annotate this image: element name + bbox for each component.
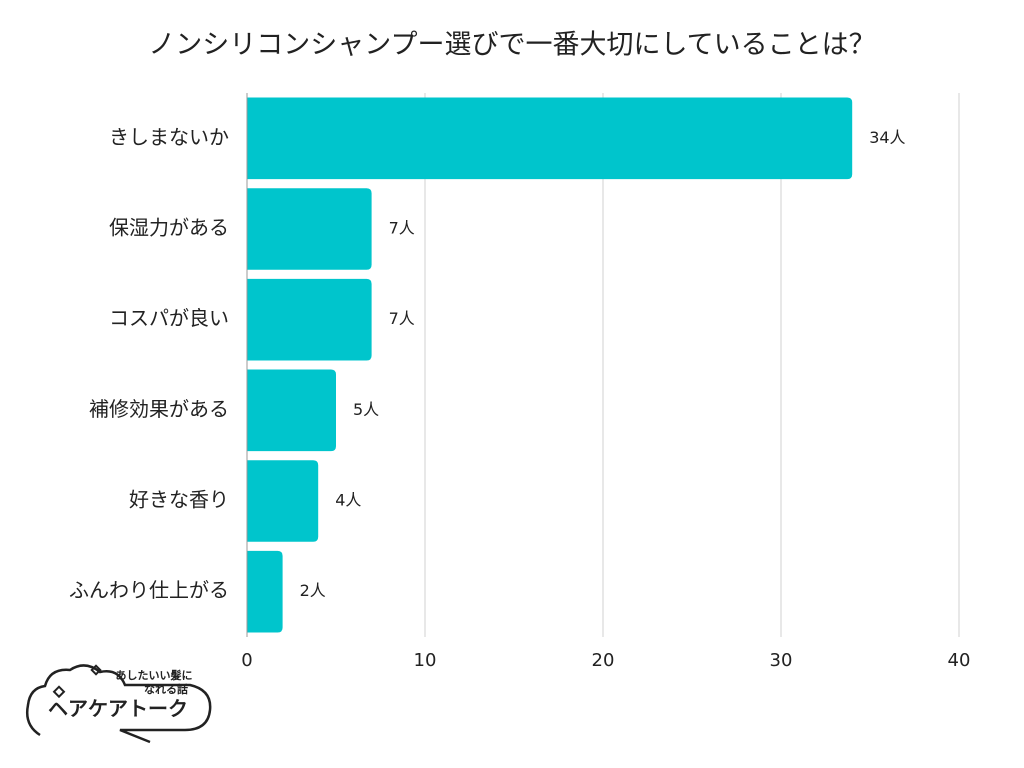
logo-name: ヘアケアトーク (48, 697, 188, 721)
x-tick-label: 10 (414, 650, 437, 671)
y-tick-label: 好きな香り (129, 488, 229, 512)
chart-title: ノンシリコンシャンプー選びで一番大切にしていることは？ (148, 30, 875, 61)
logo-tagline: なれる話 (144, 682, 188, 696)
bar (247, 278, 372, 361)
value-label: 34人 (869, 128, 905, 147)
logo: あしたいい髪に なれる話 ヘアケアトーク (26, 664, 212, 744)
value-label: 2人 (300, 581, 326, 600)
x-tick-label: 20 (592, 650, 615, 671)
y-tick-label: きしまないか (109, 125, 229, 149)
x-tick-label: 0 (241, 650, 252, 671)
y-tick-label: コスパが良い (109, 306, 229, 330)
value-label: 7人 (389, 309, 415, 328)
bar (247, 97, 853, 180)
bar (247, 188, 372, 270)
logo-tagline: あしたいい髪に (116, 668, 193, 682)
x-tick-label: 30 (770, 650, 793, 671)
logo-sparkle (52, 685, 66, 699)
y-tick-label: ふんわり仕上がる (69, 578, 229, 602)
y-tick-label: 保湿力がある (109, 216, 229, 240)
bar (247, 460, 319, 542)
logo-sparkle (90, 664, 102, 676)
value-label: 5人 (353, 400, 379, 419)
value-label: 4人 (335, 491, 361, 510)
value-label: 7人 (389, 219, 415, 238)
bar (247, 369, 336, 452)
y-tick-label: 補修効果がある (89, 397, 229, 421)
logo-outline (26, 664, 212, 744)
bar (247, 550, 283, 633)
x-tick-label: 40 (948, 650, 971, 671)
